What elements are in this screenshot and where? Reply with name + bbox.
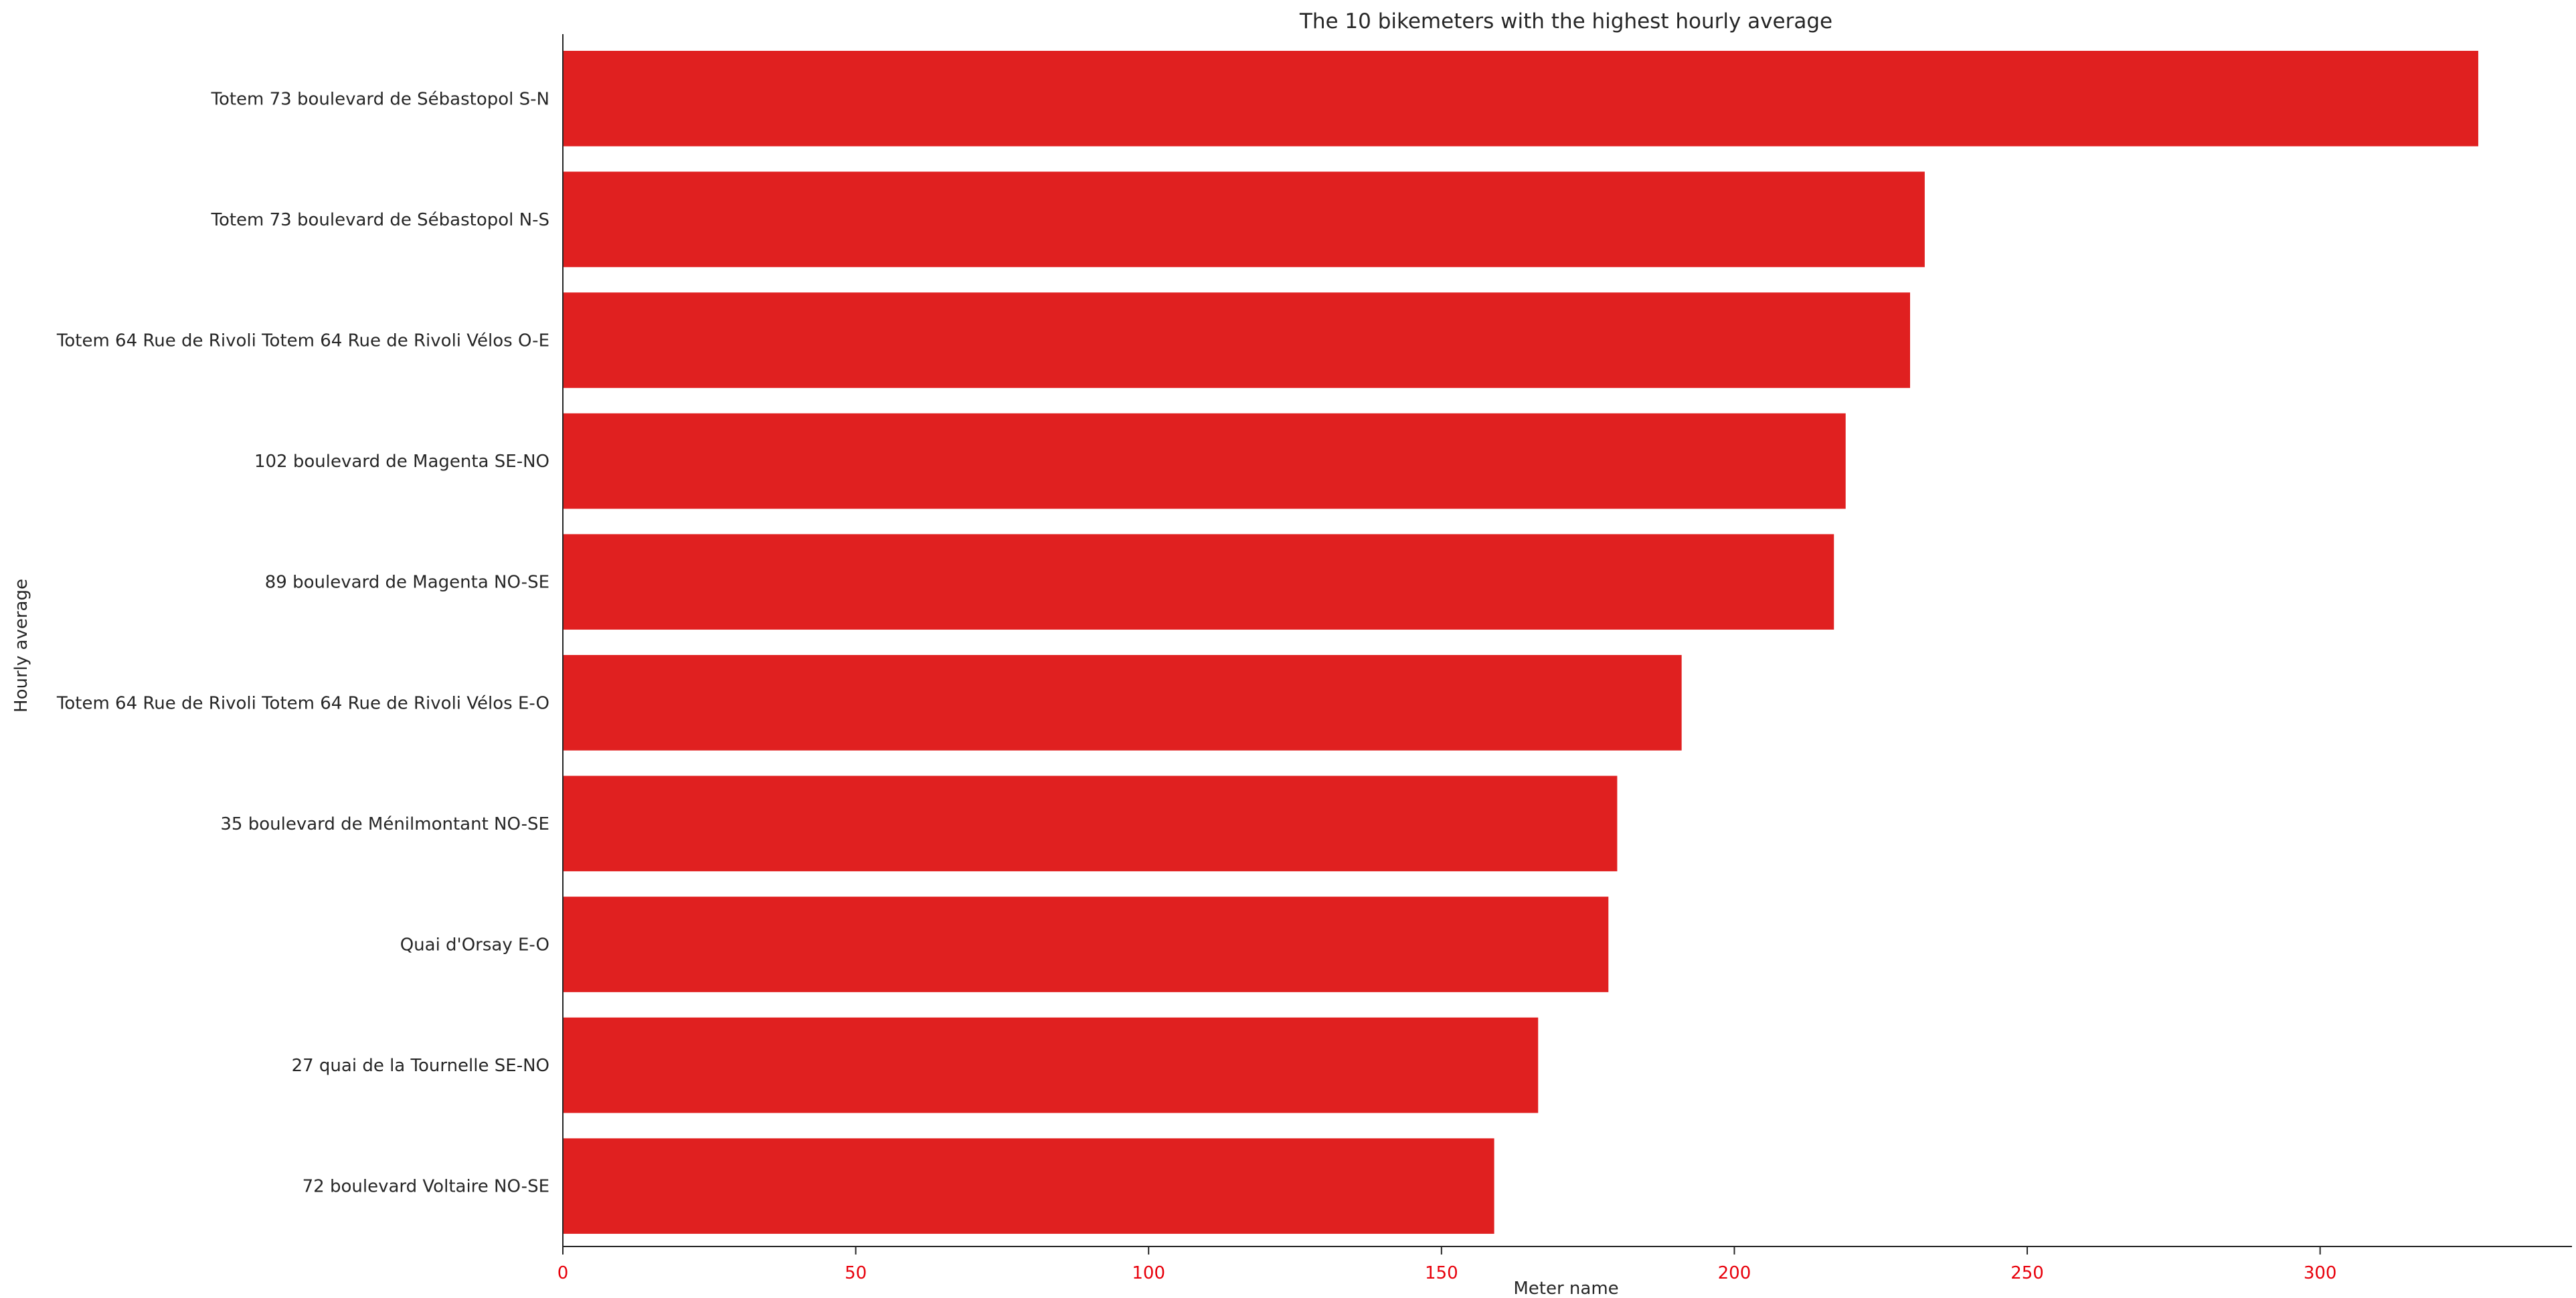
bar bbox=[563, 775, 1618, 872]
category-label: Quai d'Orsay E-O bbox=[400, 935, 549, 955]
bar bbox=[563, 1017, 1539, 1113]
bar bbox=[563, 413, 1846, 509]
bar bbox=[563, 1138, 1494, 1234]
x-axis-ticks: 0 50 100 150 200 250 300 bbox=[557, 1246, 2337, 1283]
category-label: 72 boulevard Voltaire NO-SE bbox=[303, 1177, 549, 1197]
category-label: Totem 64 Rue de Rivoli Totem 64 Rue de R… bbox=[56, 331, 549, 351]
category-label: 35 boulevard de Ménilmontant NO-SE bbox=[220, 814, 549, 834]
category-labels: Totem 73 boulevard de Sébastopol S-N Tote… bbox=[56, 89, 549, 1196]
bar bbox=[563, 50, 2478, 147]
x-tick-label: 50 bbox=[845, 1263, 867, 1283]
category-label: Totem 73 boulevard de Sébastopol N-S bbox=[210, 210, 549, 230]
x-tick-label: 200 bbox=[1718, 1263, 1751, 1283]
bars-group bbox=[563, 50, 2478, 1234]
x-tick-label: 150 bbox=[1425, 1263, 1458, 1283]
category-label: 102 boulevard de Magenta SE-NO bbox=[254, 452, 549, 472]
bar bbox=[563, 897, 1609, 992]
x-tick-label: 100 bbox=[1132, 1263, 1165, 1283]
category-label: 89 boulevard de Magenta NO-SE bbox=[265, 573, 549, 593]
bar bbox=[563, 171, 1925, 268]
bar bbox=[563, 292, 1911, 388]
x-tick-label: 250 bbox=[2010, 1263, 2044, 1283]
x-axis-title: Meter name bbox=[1513, 1279, 1618, 1298]
x-tick-label: 300 bbox=[2304, 1263, 2337, 1283]
bar bbox=[563, 654, 1682, 751]
category-label: Totem 64 Rue de Rivoli Totem 64 Rue de R… bbox=[56, 693, 549, 713]
chart-title: The 10 bikemeters with the highest hourl… bbox=[1299, 9, 1832, 33]
x-tick-label: 0 bbox=[557, 1263, 569, 1283]
category-label: Totem 73 boulevard de Sébastopol S-N bbox=[210, 89, 549, 109]
bar bbox=[563, 534, 1834, 630]
y-axis-title: Hourly average bbox=[11, 579, 31, 713]
category-label: 27 quai de la Tournelle SE-NO bbox=[292, 1056, 549, 1076]
